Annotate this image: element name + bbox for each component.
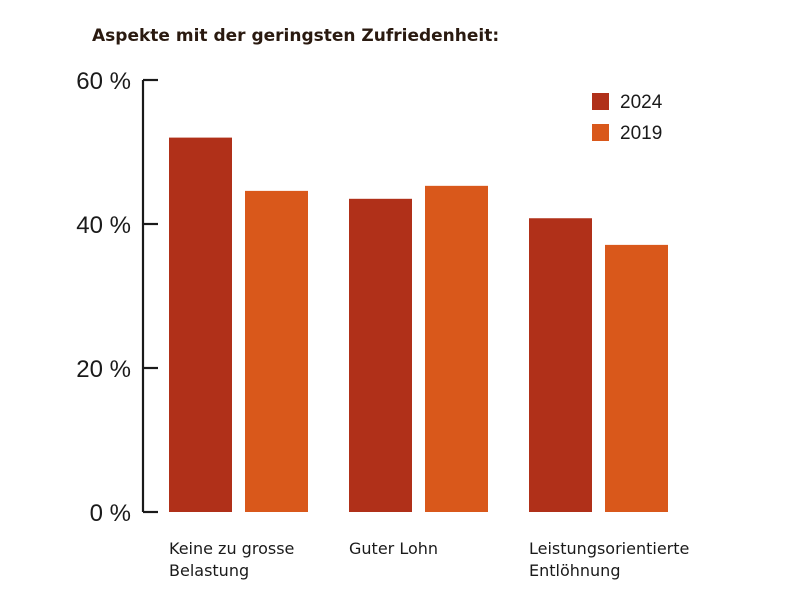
y-tick-label: 40 % bbox=[76, 212, 131, 239]
y-tick-label: 20 % bbox=[76, 356, 131, 383]
x-axis-labels: Keine zu grosse Belastung Guter Lohn Leistu… bbox=[169, 539, 689, 580]
y-tick-label: 0 % bbox=[90, 500, 131, 527]
bar-2019-3 bbox=[605, 244, 668, 512]
chart-title: Aspekte mit der geringsten Zufriedenheit… bbox=[92, 26, 499, 46]
bar-2024-3 bbox=[529, 218, 592, 513]
x-category-label: Keine zu grosse bbox=[169, 539, 294, 558]
bars bbox=[169, 137, 668, 513]
legend-label: 2024 bbox=[620, 92, 663, 113]
x-category-label: Guter Lohn bbox=[349, 539, 438, 558]
y-tick-label: 60 % bbox=[76, 68, 131, 95]
bar-2019-1 bbox=[245, 190, 308, 512]
legend-swatch-2024 bbox=[592, 93, 609, 110]
x-category-label: Belastung bbox=[169, 561, 249, 580]
legend-swatch-2019 bbox=[592, 124, 609, 141]
legend: 2024 2019 bbox=[592, 92, 663, 144]
x-category-label: Leistungsorientierte bbox=[529, 539, 689, 558]
bar-2019-2 bbox=[425, 185, 488, 512]
bar-2024-1 bbox=[169, 137, 232, 512]
x-category-label: Entlöhnung bbox=[529, 561, 620, 580]
y-axis: 0 % 20 % 40 % 60 % bbox=[76, 68, 158, 527]
bar-2024-2 bbox=[349, 198, 412, 513]
legend-label: 2019 bbox=[620, 123, 662, 144]
